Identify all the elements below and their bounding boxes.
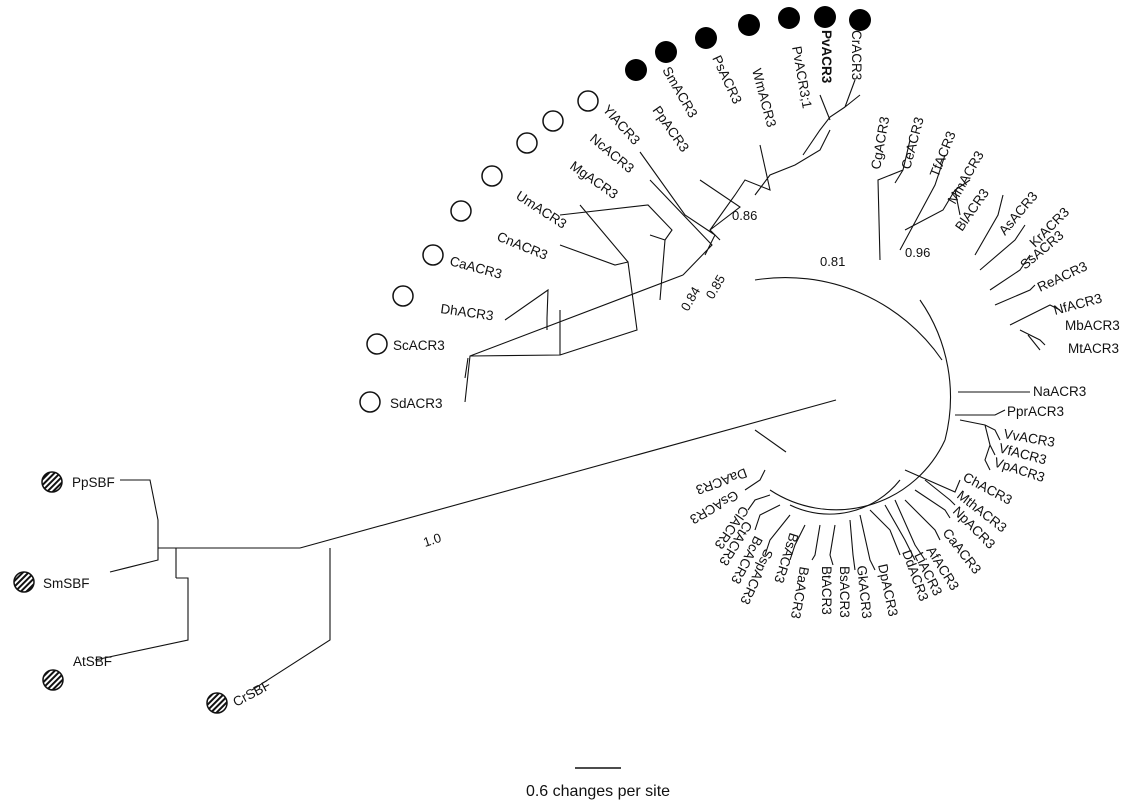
filled-circle-marker <box>695 27 717 49</box>
taxon-label: MbACR3 <box>1065 318 1120 333</box>
filled-markers <box>625 6 871 81</box>
bottom-inner-arc <box>789 479 901 515</box>
support-value: 0.96 <box>905 245 930 260</box>
upper-right-branches <box>877 139 1061 351</box>
filled-circle-marker <box>778 7 800 29</box>
taxon-label: NfACR3 <box>1052 291 1104 318</box>
right-branches <box>955 391 1030 471</box>
taxon-label: BtACR3 <box>819 566 834 615</box>
taxon-labels-bottom: ChACR3 MthACR3 NpACR3 CaACR3 AfACR3 LiAC… <box>687 465 1014 620</box>
taxon-label: SmSBF <box>43 576 90 591</box>
root-branch <box>299 399 837 549</box>
right-arc <box>919 299 952 441</box>
taxon-labels-sbf: PpSBF SmSBF AtSBF CrSBF <box>43 475 273 710</box>
taxon-label: GkACR3 <box>854 565 874 620</box>
bottom-branches <box>744 469 961 571</box>
taxon-label: SdACR3 <box>390 396 443 411</box>
taxon-label: WmACR3 <box>749 67 779 129</box>
taxon-labels-right: NaACR3 PprACR3 VvACR3 VfACR3 VpACR3 <box>992 384 1086 485</box>
open-circle-marker <box>481 165 503 187</box>
taxon-label: DhACR3 <box>440 301 495 323</box>
taxon-label: PvACR3 <box>819 30 834 84</box>
taxon-label: BsACR3 <box>837 566 852 618</box>
taxon-label: CnACR3 <box>495 229 550 263</box>
taxon-label: ScACR3 <box>393 338 445 353</box>
scale-bar-label: 0.6 changes per site <box>526 783 670 800</box>
bottom-arc <box>769 439 946 511</box>
taxon-label: CeACR3 <box>898 115 926 170</box>
support-value: 0.86 <box>732 208 757 223</box>
tree-branches <box>94 79 1061 691</box>
taxon-label: CaACR3 <box>448 253 503 281</box>
open-circle-marker <box>366 333 388 355</box>
taxon-label: MgACR3 <box>567 158 620 202</box>
taxon-labels-top: PvACR3 CrACR3 PvACR3;1 WmACR3 PsACR3 SmA… <box>650 30 864 155</box>
inner-arc <box>754 277 943 361</box>
open-circle-marker <box>516 132 538 154</box>
support-value: 0.81 <box>820 254 845 269</box>
taxon-label: BaACR3 <box>788 565 812 619</box>
taxon-label: CgACR3 <box>868 115 892 170</box>
taxon-label: CrSBF <box>230 677 273 709</box>
filled-circle-marker <box>655 41 677 63</box>
open-markers <box>359 90 599 413</box>
taxon-label: DaACR3 <box>694 465 749 497</box>
taxon-label: UmACR3 <box>513 188 569 232</box>
fungal-clade-branches <box>464 79 861 403</box>
taxon-label: PprACR3 <box>1007 404 1064 419</box>
taxon-label: PpSBF <box>72 475 115 490</box>
taxon-label: PsACR3 <box>709 53 744 106</box>
sbf-clade-branches <box>94 479 331 691</box>
hatched-circle-marker <box>206 692 228 714</box>
filled-circle-marker <box>625 59 647 81</box>
taxon-label: AtSBF <box>73 654 112 669</box>
support-value: 0.84 <box>678 284 704 313</box>
filled-circle-marker <box>738 14 760 36</box>
taxon-label: DpACR3 <box>875 563 901 618</box>
filled-circle-marker <box>814 6 836 28</box>
open-circle-marker <box>542 110 564 132</box>
hatched-circle-marker <box>13 571 35 593</box>
support-value: 0.85 <box>703 272 729 301</box>
hatched-circle-marker <box>41 471 63 493</box>
hatched-circle-marker <box>42 669 64 691</box>
open-circle-marker <box>450 200 472 222</box>
taxon-label: PvACR3;1 <box>789 45 815 110</box>
taxon-label: MtACR3 <box>1068 341 1119 356</box>
taxon-label: TfACR3 <box>927 129 959 179</box>
taxon-label: CrACR3 <box>849 30 864 80</box>
scale-bar: 0.6 changes per site <box>526 767 670 800</box>
hatched-markers <box>13 471 228 714</box>
open-circle-marker <box>392 285 414 307</box>
stem-branch <box>754 429 787 453</box>
support-value: 1.0 <box>421 530 443 550</box>
open-circle-marker <box>422 244 444 266</box>
support-values: 0.86 0.81 0.84 0.85 0.96 1.0 <box>421 208 930 550</box>
taxon-label: ReACR3 <box>1035 259 1090 295</box>
open-circle-marker <box>359 391 381 413</box>
filled-circle-marker <box>849 9 871 31</box>
open-circle-marker <box>577 90 599 112</box>
taxon-label: NaACR3 <box>1033 384 1086 399</box>
